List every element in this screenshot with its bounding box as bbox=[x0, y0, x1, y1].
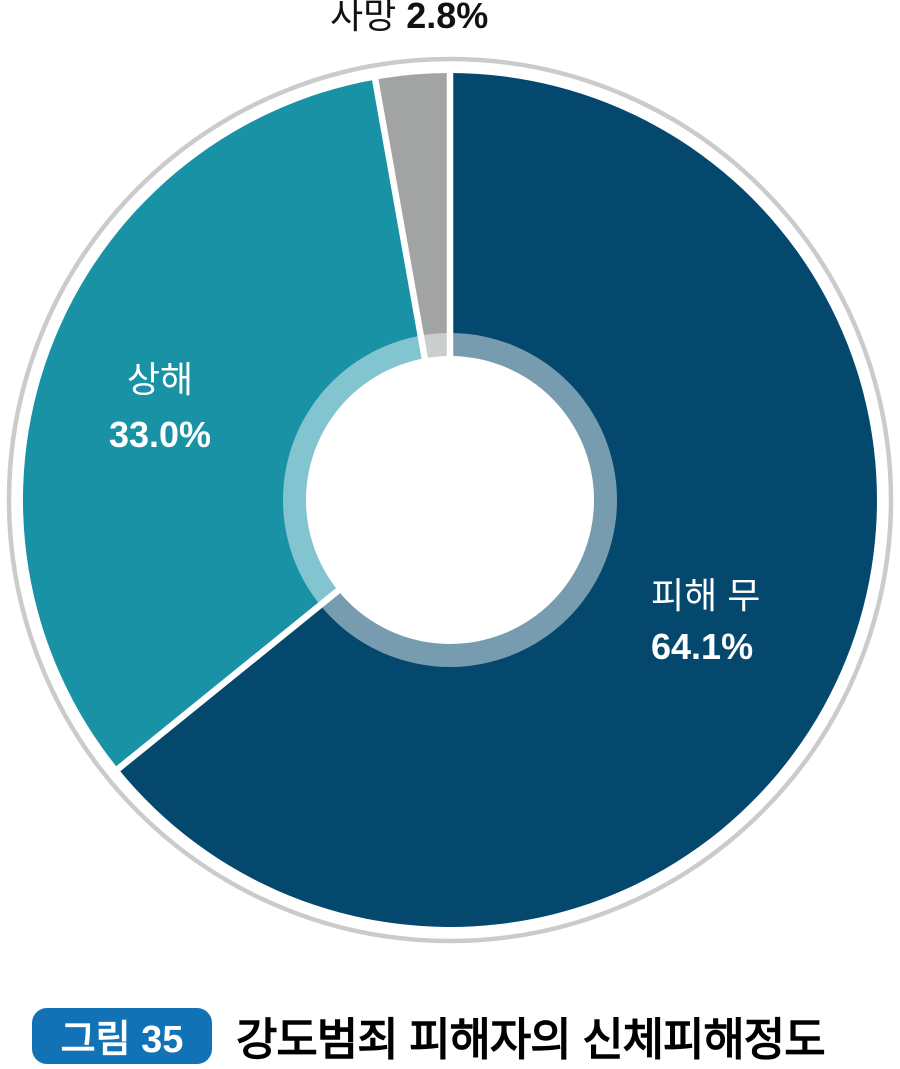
slice-label-no-harm: 피해 무 64.1% bbox=[651, 570, 760, 672]
donut-hole bbox=[306, 356, 594, 644]
slice-value-no-harm: 64.1% bbox=[651, 626, 754, 667]
figure-number-badge: 그림 35 bbox=[32, 1007, 212, 1064]
slice-value-death: 2.8% bbox=[406, 0, 489, 36]
donut-chart bbox=[6, 56, 894, 944]
figure-title: 강도범죄 피해자의 신체피해정도 bbox=[236, 1014, 826, 1065]
slice-name-no-harm: 피해 무 bbox=[651, 575, 761, 616]
slice-label-death: 사망 2.8% bbox=[330, 0, 488, 36]
slice-label-injury: 상해 33.0% bbox=[68, 352, 252, 462]
figure-caption: 그림 35 강도범죄 피해자의 신체피해정도 bbox=[32, 1003, 826, 1068]
slice-name-injury: 상해 bbox=[126, 359, 194, 400]
slice-name-death: 사망 bbox=[330, 0, 397, 36]
slice-value-injury: 33.0% bbox=[108, 414, 212, 455]
pie-slice-injury bbox=[22, 79, 450, 769]
outer-ring bbox=[6, 56, 894, 944]
